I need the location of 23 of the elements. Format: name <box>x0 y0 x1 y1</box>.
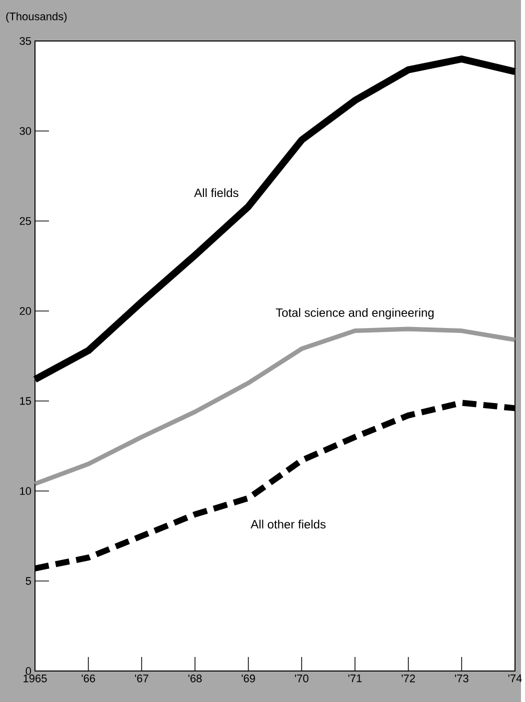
x-tick-label: '67 <box>134 674 148 682</box>
y-tick-label: 35 <box>19 37 31 45</box>
y-tick-label: 5 <box>26 577 31 585</box>
x-tick-label: '69 <box>241 674 255 682</box>
y-axis-title: (Thousands) <box>6 12 66 22</box>
y-tick-label: 30 <box>19 127 31 135</box>
x-tick-label: '68 <box>188 674 202 682</box>
x-tick-label: '70 <box>294 674 308 682</box>
y-tick-label: 10 <box>20 487 31 495</box>
y-tick-label: 0 <box>26 667 31 675</box>
x-tick-label: '73 <box>454 674 468 682</box>
x-tick-label: '72 <box>401 674 415 682</box>
y-tick-label: 20 <box>20 307 31 315</box>
y-tick-label: 15 <box>20 397 31 405</box>
series-label: All other fields <box>250 520 326 529</box>
x-tick-label: '66 <box>81 674 95 682</box>
series-label: All fields <box>194 188 238 198</box>
series-label: Total science and engineering <box>276 308 434 320</box>
y-tick-label: 25 <box>20 217 31 225</box>
x-tick-label: '71 <box>348 674 362 682</box>
x-tick-label: 1965 <box>23 674 47 682</box>
line-series <box>32 326 518 486</box>
x-tick-label: '74 <box>508 674 522 682</box>
